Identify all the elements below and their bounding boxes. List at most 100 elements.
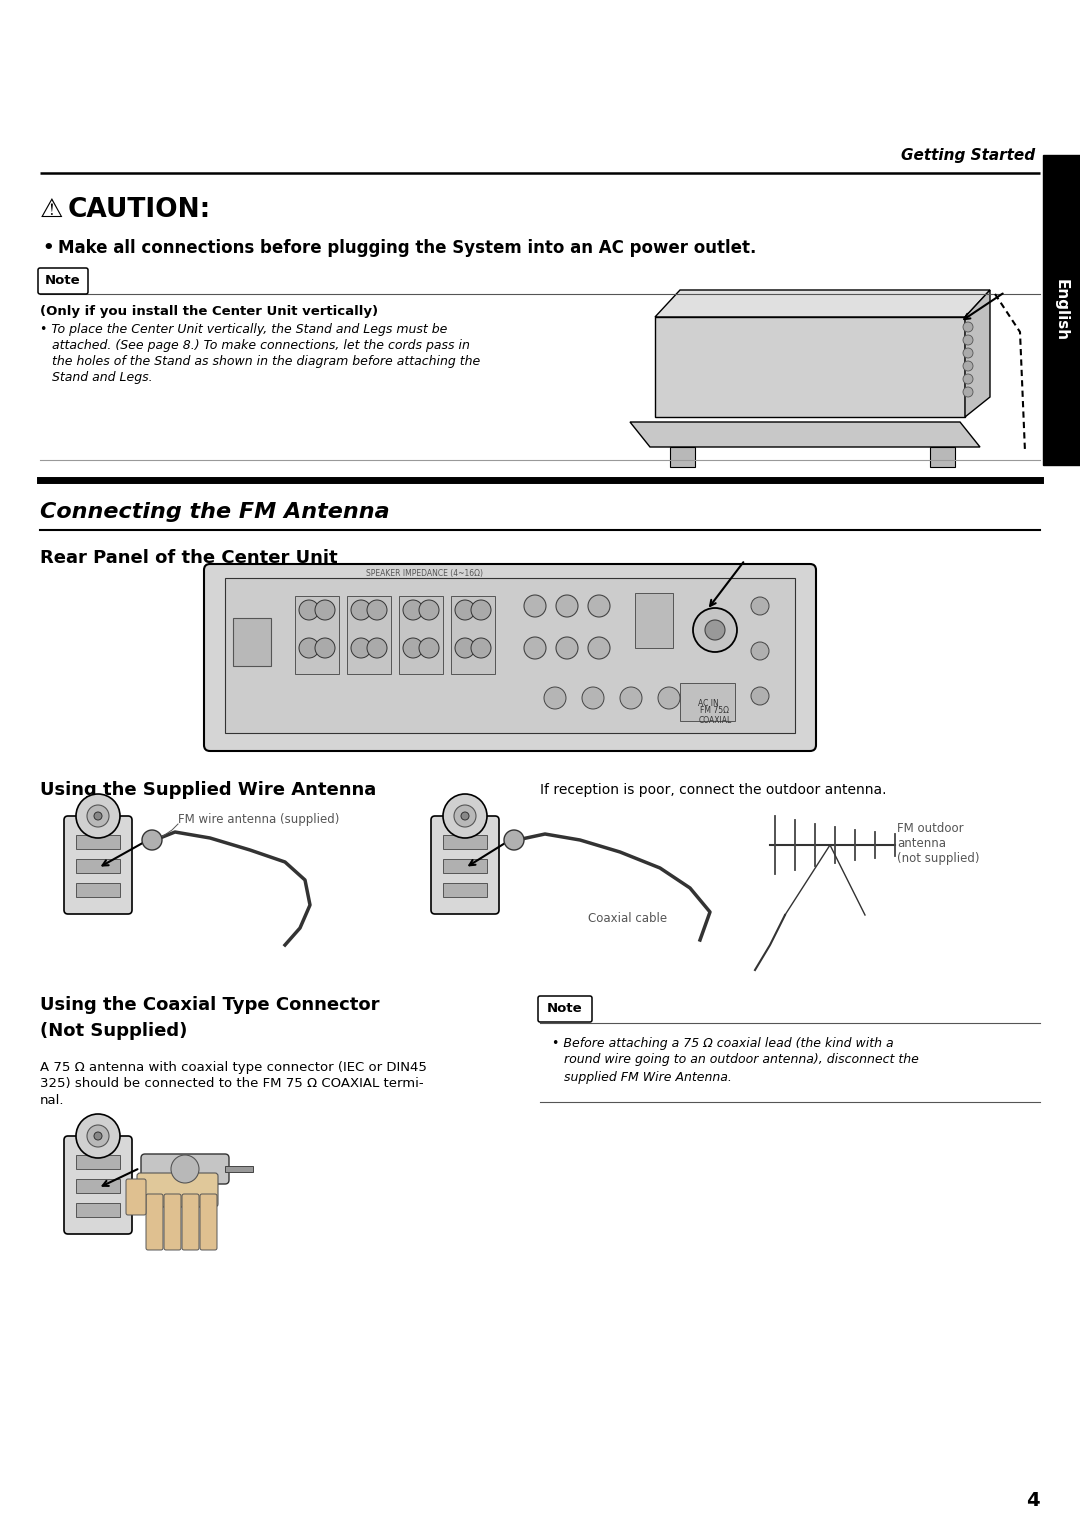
FancyBboxPatch shape bbox=[64, 1135, 132, 1235]
Text: the holes of the Stand as shown in the diagram before attaching the: the holes of the Stand as shown in the d… bbox=[40, 354, 481, 368]
Circle shape bbox=[751, 597, 769, 614]
Text: Connecting the FM Antenna: Connecting the FM Antenna bbox=[40, 503, 390, 523]
Circle shape bbox=[403, 639, 423, 659]
Text: CAUTION:: CAUTION: bbox=[68, 197, 212, 223]
FancyBboxPatch shape bbox=[64, 816, 132, 914]
Circle shape bbox=[455, 639, 475, 659]
Text: ⚠: ⚠ bbox=[40, 197, 64, 223]
FancyBboxPatch shape bbox=[538, 996, 592, 1022]
Circle shape bbox=[443, 795, 487, 837]
Text: supplied FM Wire Antenna.: supplied FM Wire Antenna. bbox=[552, 1071, 732, 1083]
Circle shape bbox=[76, 1114, 120, 1158]
Text: AC IN: AC IN bbox=[698, 700, 718, 709]
Text: antenna: antenna bbox=[897, 837, 946, 850]
FancyBboxPatch shape bbox=[126, 1180, 146, 1215]
Circle shape bbox=[524, 637, 546, 659]
Circle shape bbox=[315, 601, 335, 620]
Circle shape bbox=[588, 594, 610, 617]
Circle shape bbox=[556, 594, 578, 617]
Circle shape bbox=[76, 795, 120, 837]
Circle shape bbox=[351, 639, 372, 659]
Bar bbox=[399, 596, 443, 674]
Text: FM wire antenna (supplied): FM wire antenna (supplied) bbox=[178, 813, 339, 827]
Circle shape bbox=[963, 335, 973, 345]
Bar bbox=[443, 859, 487, 872]
Circle shape bbox=[171, 1155, 199, 1183]
Circle shape bbox=[963, 361, 973, 371]
Text: (not supplied): (not supplied) bbox=[897, 853, 980, 865]
Circle shape bbox=[87, 1125, 109, 1148]
Text: • To place the Center Unit vertically, the Stand and Legs must be: • To place the Center Unit vertically, t… bbox=[40, 322, 447, 336]
Circle shape bbox=[471, 639, 491, 659]
FancyBboxPatch shape bbox=[183, 1193, 199, 1250]
FancyBboxPatch shape bbox=[200, 1193, 217, 1250]
Text: Coaxial cable: Coaxial cable bbox=[588, 912, 667, 924]
Bar bbox=[443, 834, 487, 850]
Text: round wire going to an outdoor antenna), disconnect the: round wire going to an outdoor antenna),… bbox=[552, 1053, 919, 1067]
Text: nal.: nal. bbox=[40, 1094, 65, 1108]
Bar bbox=[76, 1155, 120, 1169]
Circle shape bbox=[588, 637, 610, 659]
FancyBboxPatch shape bbox=[204, 564, 816, 750]
FancyBboxPatch shape bbox=[137, 1174, 218, 1207]
Circle shape bbox=[367, 601, 387, 620]
Circle shape bbox=[367, 639, 387, 659]
Circle shape bbox=[693, 608, 737, 652]
Bar bbox=[76, 859, 120, 872]
Circle shape bbox=[963, 374, 973, 384]
Circle shape bbox=[315, 639, 335, 659]
Circle shape bbox=[963, 348, 973, 358]
Polygon shape bbox=[630, 422, 980, 448]
Polygon shape bbox=[966, 290, 990, 417]
Circle shape bbox=[963, 322, 973, 332]
Bar bbox=[451, 596, 495, 674]
Circle shape bbox=[963, 387, 973, 397]
FancyBboxPatch shape bbox=[38, 267, 87, 293]
Bar bbox=[670, 448, 696, 468]
FancyBboxPatch shape bbox=[164, 1193, 181, 1250]
Circle shape bbox=[524, 594, 546, 617]
FancyBboxPatch shape bbox=[141, 1154, 229, 1184]
Polygon shape bbox=[654, 290, 990, 316]
Circle shape bbox=[658, 688, 680, 709]
Bar bbox=[233, 617, 271, 666]
Circle shape bbox=[419, 639, 438, 659]
Circle shape bbox=[556, 637, 578, 659]
Bar bbox=[225, 1166, 253, 1172]
Text: A 75 Ω antenna with coaxial type connector (IEC or DIN45: A 75 Ω antenna with coaxial type connect… bbox=[40, 1060, 427, 1074]
Text: If reception is poor, connect the outdoor antenna.: If reception is poor, connect the outdoo… bbox=[540, 782, 887, 798]
Bar bbox=[635, 593, 673, 648]
Circle shape bbox=[87, 805, 109, 827]
Text: Getting Started: Getting Started bbox=[901, 148, 1035, 163]
Circle shape bbox=[141, 830, 162, 850]
Text: SPEAKER IMPEDANCE (4~16Ω): SPEAKER IMPEDANCE (4~16Ω) bbox=[366, 568, 484, 578]
Circle shape bbox=[454, 805, 476, 827]
Text: Rear Panel of the Center Unit: Rear Panel of the Center Unit bbox=[40, 549, 338, 567]
Text: English: English bbox=[1054, 280, 1069, 341]
Circle shape bbox=[299, 639, 319, 659]
FancyBboxPatch shape bbox=[146, 1193, 163, 1250]
Bar bbox=[930, 448, 955, 468]
Bar bbox=[1043, 154, 1080, 465]
Text: Note: Note bbox=[548, 1002, 583, 1016]
Circle shape bbox=[403, 601, 423, 620]
Circle shape bbox=[751, 642, 769, 660]
Text: (Only if you install the Center Unit vertically): (Only if you install the Center Unit ver… bbox=[40, 306, 378, 318]
Circle shape bbox=[620, 688, 642, 709]
Circle shape bbox=[455, 601, 475, 620]
Text: 4: 4 bbox=[1026, 1490, 1040, 1510]
Circle shape bbox=[461, 811, 469, 821]
Circle shape bbox=[705, 620, 725, 640]
FancyBboxPatch shape bbox=[431, 816, 499, 914]
Circle shape bbox=[471, 601, 491, 620]
Bar bbox=[76, 883, 120, 897]
Text: FM 75Ω
COAXIAL: FM 75Ω COAXIAL bbox=[699, 706, 731, 726]
Text: Using the Supplied Wire Antenna: Using the Supplied Wire Antenna bbox=[40, 781, 376, 799]
Text: FM outdoor: FM outdoor bbox=[897, 822, 963, 834]
Text: Make all connections before plugging the System into an AC power outlet.: Make all connections before plugging the… bbox=[58, 238, 756, 257]
Bar bbox=[76, 834, 120, 850]
Bar bbox=[295, 596, 339, 674]
Bar bbox=[443, 883, 487, 897]
Bar bbox=[225, 578, 795, 733]
Polygon shape bbox=[654, 316, 966, 417]
